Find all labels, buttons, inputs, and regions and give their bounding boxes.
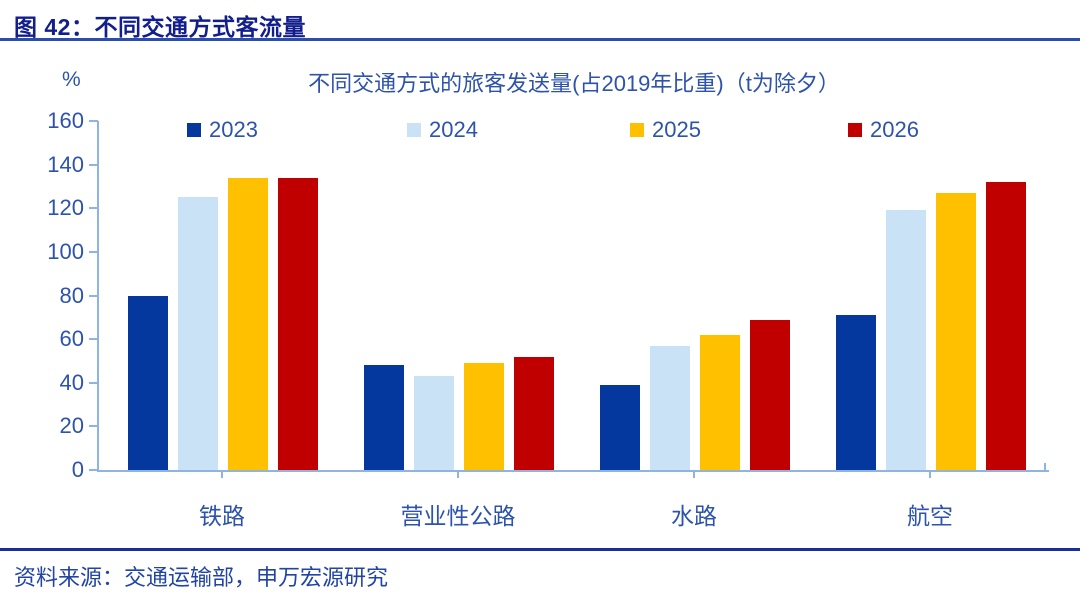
- y-tick-label: 140: [47, 151, 84, 177]
- legend-label: 2025: [652, 117, 701, 142]
- header-rule: [0, 38, 1080, 41]
- x-tick: [221, 470, 223, 478]
- y-tick: [89, 294, 98, 297]
- bar-营业性公路-2023: [364, 365, 404, 470]
- y-tick: [89, 469, 98, 471]
- x-axis-end-tick: [1044, 463, 1046, 470]
- bar-水路-2026: [750, 319, 790, 470]
- source-rule: [0, 548, 1080, 551]
- x-tick: [929, 470, 931, 478]
- bar-水路-2025: [700, 334, 740, 470]
- y-tick: [89, 338, 98, 341]
- bar-航空-2023: [836, 315, 876, 470]
- legend-swatch-icon: [630, 123, 644, 137]
- y-tick-label: 80: [59, 282, 84, 308]
- legend-label: 2024: [429, 117, 478, 142]
- category-label-营业性公路: 营业性公路: [400, 503, 516, 529]
- category-label-水路: 水路: [671, 503, 717, 529]
- chart-title: 不同交通方式的旅客发送量(占2019年比重)（t为除夕）: [308, 71, 840, 96]
- y-axis-line: [97, 121, 99, 472]
- legend: 2023 2024 2025 2026: [0, 117, 1080, 147]
- bar-铁路-2023: [128, 295, 168, 470]
- bar-航空-2026: [986, 182, 1026, 470]
- y-tick: [89, 207, 98, 210]
- y-tick-label: 100: [47, 238, 84, 264]
- y-tick-label: 40: [59, 369, 84, 395]
- bar-航空-2025: [936, 192, 976, 470]
- figure-header: 图 42：不同交通方式客流量: [14, 14, 306, 40]
- bar-水路-2024: [650, 345, 690, 470]
- legend-item-2023: 2023: [187, 117, 258, 143]
- x-tick: [457, 470, 459, 478]
- bar-铁路-2024: [178, 197, 218, 470]
- bar-营业性公路-2025: [464, 363, 504, 470]
- y-tick: [89, 381, 98, 384]
- bar-营业性公路-2024: [414, 376, 454, 470]
- plot-area: 0 20 40 60 80 100 120 140 160: [47, 108, 1048, 482]
- y-tick-label: 120: [47, 195, 84, 221]
- legend-swatch-icon: [187, 123, 201, 137]
- legend-swatch-icon: [848, 123, 862, 137]
- legend-label: 2026: [870, 117, 919, 142]
- source-text: 资料来源：交通运输部，申万宏源研究: [14, 565, 389, 590]
- y-tick: [89, 163, 98, 166]
- legend-label: 2023: [209, 117, 258, 142]
- y-tick: [89, 250, 98, 253]
- y-axis-unit-label: %: [62, 68, 81, 91]
- bar-铁路-2025: [228, 177, 268, 470]
- bar-铁路-2026: [278, 177, 318, 470]
- legend-swatch-icon: [407, 123, 421, 137]
- category-label-铁路: 铁路: [199, 503, 245, 529]
- bar-航空-2024: [886, 210, 926, 470]
- y-tick: [89, 120, 98, 122]
- y-tick: [89, 425, 98, 428]
- y-tick-label: 20: [59, 413, 84, 439]
- y-tick-label: 60: [59, 326, 84, 352]
- legend-item-2025: 2025: [630, 117, 701, 143]
- legend-item-2024: 2024: [407, 117, 478, 143]
- bar-营业性公路-2026: [514, 356, 554, 470]
- y-tick-label: 0: [71, 457, 84, 482]
- legend-item-2026: 2026: [848, 117, 919, 143]
- y-tick-label: 160: [47, 108, 84, 133]
- x-tick: [693, 470, 695, 478]
- x-axis-line: [97, 470, 1049, 472]
- category-label-航空: 航空: [907, 503, 953, 529]
- bar-水路-2023: [600, 384, 640, 470]
